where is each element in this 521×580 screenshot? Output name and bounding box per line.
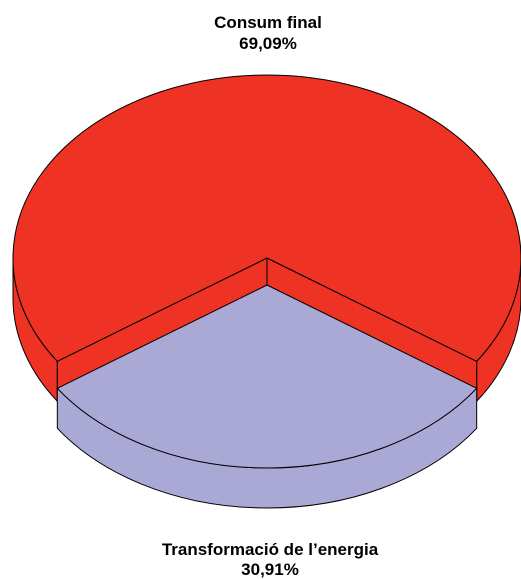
slice-value-label: 30,91% [241,560,299,579]
slice-value-label: 69,09% [239,34,297,53]
slice-label: Consum final [214,13,322,32]
slice-top [56,284,478,469]
slice-label: Transformació de l’energia [162,540,379,559]
